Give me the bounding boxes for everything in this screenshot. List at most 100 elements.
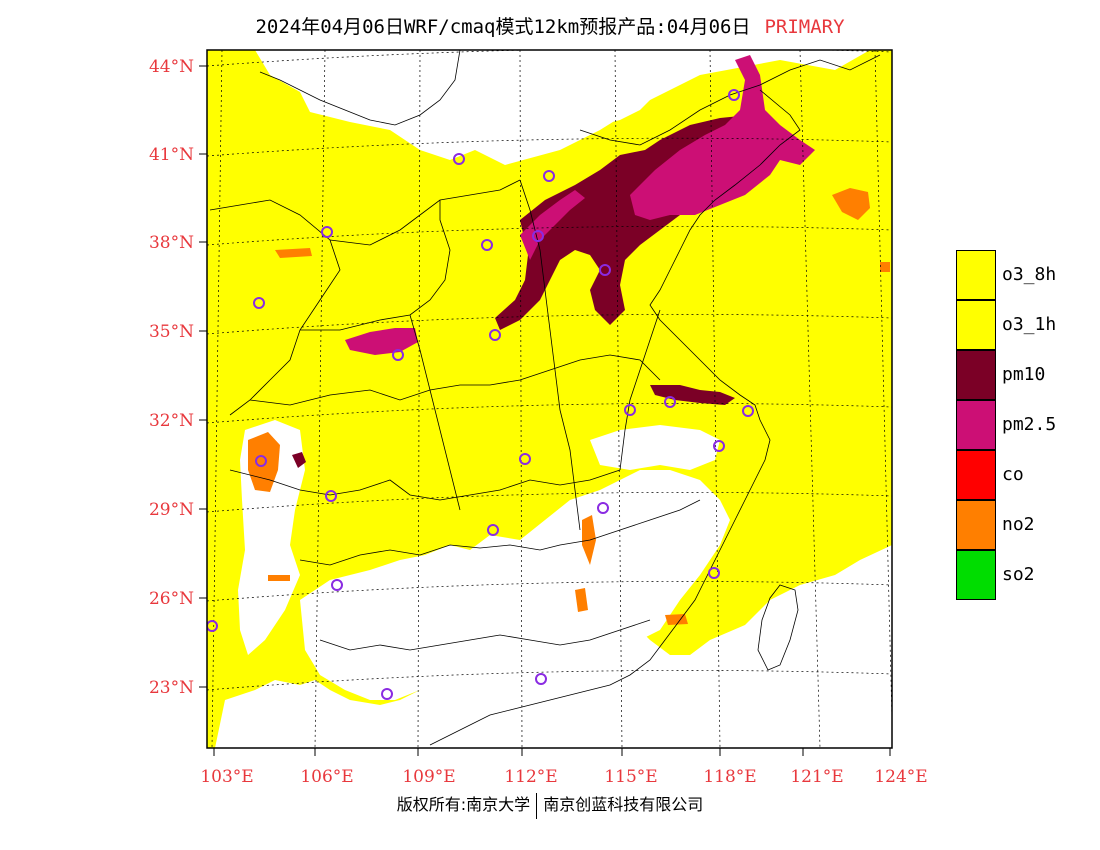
province-line-3 bbox=[300, 200, 451, 331]
lat-label: 41°N bbox=[149, 145, 194, 165]
lon-label: 103°E bbox=[200, 767, 253, 787]
no2-patch-southwest bbox=[248, 432, 280, 492]
station-marker bbox=[325, 490, 337, 502]
legend-swatch bbox=[956, 350, 996, 400]
pm10-patch-east bbox=[650, 385, 735, 405]
lat-label: 29°N bbox=[149, 500, 194, 520]
station-marker bbox=[207, 620, 218, 632]
station-markers bbox=[207, 89, 754, 700]
no2-patch-coast bbox=[665, 614, 688, 625]
no2-patch-far-east bbox=[880, 262, 890, 272]
province-line-9 bbox=[519, 179, 581, 531]
lat-label: 32°N bbox=[149, 411, 194, 431]
lon-line-109 bbox=[417, 50, 421, 748]
copyright-divider bbox=[536, 792, 538, 819]
legend-label: no2 bbox=[1002, 514, 1035, 535]
station-marker bbox=[597, 502, 609, 514]
station-marker bbox=[381, 688, 393, 700]
lon-label: 121°E bbox=[790, 767, 843, 787]
lon-label: 112°E bbox=[504, 767, 557, 787]
station-marker bbox=[664, 396, 676, 408]
coastline bbox=[429, 89, 801, 746]
province-line-6 bbox=[299, 499, 701, 566]
station-marker bbox=[519, 453, 531, 465]
legend-label: pm2.5 bbox=[1002, 414, 1057, 435]
province-line-11 bbox=[259, 50, 461, 126]
lat-label: 35°N bbox=[149, 322, 194, 342]
lon-label: 106°E bbox=[300, 767, 353, 787]
copyright-owner: 版权所有:南京大学 bbox=[396, 795, 531, 814]
copyright-company: 南京创蓝科技有限公司 bbox=[543, 795, 704, 814]
station-marker bbox=[532, 230, 544, 242]
station-marker bbox=[321, 226, 333, 238]
station-marker bbox=[481, 239, 493, 251]
station-marker bbox=[543, 170, 555, 182]
legend-swatch bbox=[956, 450, 996, 500]
legend-label: co bbox=[1002, 464, 1024, 485]
legend-swatch bbox=[956, 550, 996, 600]
title-tag: PRIMARY bbox=[764, 16, 845, 38]
clean-area-south bbox=[300, 470, 730, 700]
lon-line-112 bbox=[519, 50, 523, 748]
station-marker bbox=[392, 349, 404, 361]
station-marker bbox=[599, 264, 611, 276]
station-marker bbox=[535, 673, 547, 685]
station-marker bbox=[331, 579, 343, 591]
lon-label: 115°E bbox=[604, 767, 657, 787]
lat-label: 26°N bbox=[149, 589, 194, 609]
legend-label: so2 bbox=[1002, 564, 1035, 585]
pm25-region-north bbox=[630, 55, 815, 220]
no2-patch-northeast bbox=[832, 188, 870, 220]
station-marker bbox=[624, 404, 636, 416]
pm10-patch-southwest bbox=[292, 452, 306, 468]
province-line-1 bbox=[209, 199, 341, 416]
lat-label: 44°N bbox=[149, 57, 194, 77]
province-line-4 bbox=[249, 354, 661, 406]
pollutant-layer bbox=[207, 50, 892, 748]
legend-label: pm10 bbox=[1002, 364, 1046, 385]
lon-line-106 bbox=[314, 50, 326, 748]
station-marker bbox=[255, 455, 267, 467]
province-line-5 bbox=[229, 469, 621, 501]
lon-line-118 bbox=[709, 50, 721, 748]
clean-area-north bbox=[255, 50, 470, 125]
station-marker bbox=[453, 153, 465, 165]
lat-label: 38°N bbox=[149, 233, 194, 253]
lon-line-121 bbox=[799, 50, 821, 748]
province-line-8 bbox=[409, 314, 461, 511]
copyright: 版权所有:南京大学 南京创蓝科技有限公司 bbox=[0, 791, 1100, 819]
no2-patch-south bbox=[575, 588, 588, 612]
station-marker bbox=[713, 440, 725, 452]
legend-swatch bbox=[956, 400, 996, 450]
station-marker bbox=[728, 89, 740, 101]
legend-label: o3_8h bbox=[1002, 264, 1057, 285]
taiwan-outline bbox=[757, 584, 799, 671]
legend-swatch bbox=[956, 500, 996, 550]
no2-patch-southwest2 bbox=[268, 575, 290, 581]
lon-line-124 bbox=[874, 50, 892, 721]
legend-label: o3_1h bbox=[1002, 314, 1057, 335]
station-marker bbox=[487, 524, 499, 536]
legend-swatch bbox=[956, 300, 996, 350]
tick-marks bbox=[199, 65, 891, 756]
title-text: 2024年04月06日WRF/cmaq模式12km预报产品:04月06日 bbox=[255, 16, 751, 38]
map-frame bbox=[206, 49, 893, 749]
province-line-2 bbox=[329, 179, 521, 246]
pm25-region-central bbox=[345, 328, 418, 355]
lon-label: 124°E bbox=[874, 767, 927, 787]
lon-labels: 103°E 106°E 109°E 112°E 115°E 118°E 121°… bbox=[200, 767, 927, 787]
lat-label: 23°N bbox=[149, 678, 194, 698]
station-marker bbox=[489, 329, 501, 341]
pm25-region-ridge bbox=[520, 190, 585, 260]
lon-line-115 bbox=[614, 50, 623, 748]
clean-area-east bbox=[690, 560, 892, 748]
province-line-10 bbox=[619, 309, 661, 471]
province-line-7 bbox=[319, 619, 651, 651]
no2-patch-west bbox=[275, 248, 312, 258]
legend-swatch bbox=[956, 250, 996, 300]
lon-label: 118°E bbox=[703, 767, 756, 787]
boundaries bbox=[209, 50, 881, 746]
lat-labels: 44°N 41°N 38°N 35°N 32°N 29°N 26°N 23°N bbox=[149, 57, 194, 698]
clean-area-central bbox=[590, 425, 720, 470]
